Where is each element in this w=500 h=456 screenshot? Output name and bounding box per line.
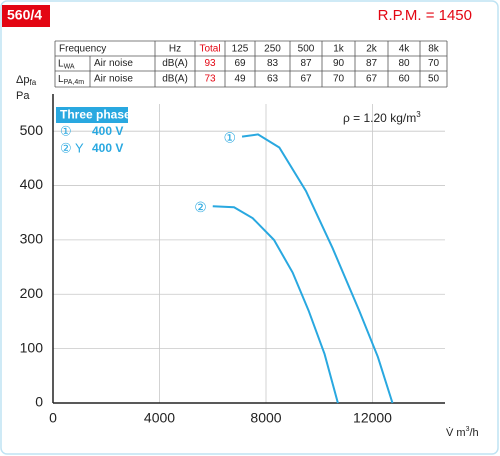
- symbol-main: L: [58, 58, 64, 69]
- row-band: 87: [300, 58, 312, 69]
- table-header: Frequency: [59, 44, 106, 55]
- legend-title-box: [56, 107, 128, 123]
- table-header: Total: [199, 44, 220, 55]
- row-band: 83: [267, 58, 279, 69]
- table-header: 2k: [366, 44, 378, 55]
- symbol-main: L: [58, 74, 64, 85]
- table: Frequency Hz Total 125 250 500 1k 2k 4k 8k LWA Air …: [54, 40, 448, 88]
- legend-text: 400 V: [92, 141, 123, 155]
- model: 560/4: [7, 7, 42, 23]
- row-unit: dB(A): [162, 58, 188, 69]
- x-tick-label: 0: [49, 410, 57, 426]
- row-total: 73: [204, 74, 216, 85]
- x-label-main: V̇ m: [446, 426, 466, 439]
- curve-label: ①: [223, 129, 236, 145]
- row-band: 87: [366, 58, 378, 69]
- rpm: R.P.M. = 1450: [378, 7, 472, 24]
- y-label-sub: fa: [29, 78, 36, 87]
- annotation: ρ = 1.20 kg/m3: [343, 110, 421, 125]
- row-band: 50: [428, 74, 440, 85]
- table-header: 1k: [333, 44, 345, 55]
- row-band: 60: [398, 74, 410, 85]
- row-source: Air noise: [94, 58, 133, 69]
- row-band: 67: [366, 74, 378, 85]
- row-band: 90: [333, 58, 345, 69]
- table-header: 8k: [428, 44, 440, 55]
- row-band: 67: [300, 74, 312, 85]
- y-tick-label: 100: [20, 339, 44, 355]
- table-header: 125: [232, 44, 249, 55]
- x-axis-label: V̇ m3/h: [446, 426, 479, 439]
- row-symbol: LWA: [58, 58, 75, 70]
- y-tick-label: 500: [20, 122, 44, 138]
- x-tick-label: 12000: [353, 410, 392, 426]
- y-tick-label: 300: [20, 231, 44, 247]
- annotation-sup: 3: [416, 110, 421, 119]
- x-tick-label: 4000: [144, 410, 175, 426]
- y-tick-label: 400: [20, 176, 44, 192]
- y-tick-label: 0: [35, 394, 43, 410]
- legend-marker: ② Y: [60, 140, 84, 155]
- row-band: 80: [398, 58, 410, 69]
- curve-label: ②: [194, 199, 207, 215]
- row-band: 70: [333, 74, 345, 85]
- table-header: Hz: [169, 44, 181, 55]
- legend-text: 400 V: [92, 124, 123, 138]
- model-tag: [2, 5, 50, 27]
- row-symbol: LPA,4m: [58, 74, 84, 86]
- y-tick-label: 200: [20, 285, 44, 301]
- annotation-main: ρ = 1.20 kg/m: [343, 111, 416, 125]
- table-header: 500: [298, 44, 315, 55]
- row-band: 70: [428, 58, 440, 69]
- symbol-sub: WA: [64, 63, 75, 70]
- table-header: 250: [264, 44, 281, 55]
- x-label-rest: /h: [469, 427, 478, 439]
- row-total: 93: [204, 58, 216, 69]
- plot: 0 100 200 300 400 500 0 4000 8000 12000 Δpfa Pa V̇ m…: [16, 74, 479, 439]
- symbol-sub: PA,4m: [64, 79, 85, 86]
- legend-marker: ①: [60, 123, 72, 138]
- y-axis-label: Δpfa: [16, 74, 37, 87]
- curve: [241, 133, 394, 404]
- y-axis-unit: Pa: [16, 90, 30, 102]
- x-label-sup: 3: [466, 426, 470, 433]
- curve: [212, 205, 339, 404]
- x-tick-label: 8000: [250, 410, 281, 426]
- row-band: 49: [234, 74, 246, 85]
- row-source: Air noise: [94, 74, 133, 85]
- row-band: 63: [267, 74, 279, 85]
- table-header: 4k: [399, 44, 411, 55]
- row-unit: dB(A): [162, 74, 188, 85]
- row-band: 69: [234, 58, 246, 69]
- legend-title: Three phase: [60, 108, 131, 122]
- y-label-main: Δp: [16, 74, 29, 86]
